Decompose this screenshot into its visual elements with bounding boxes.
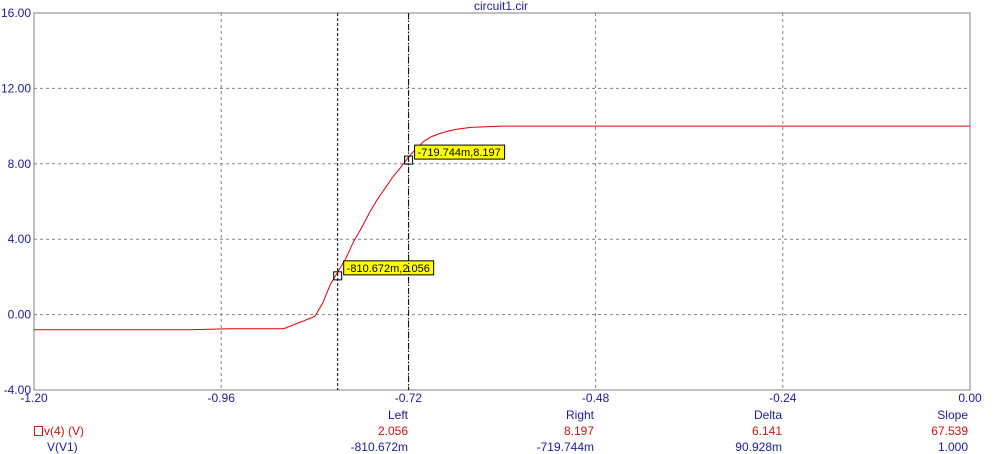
y-tick-label: 0.00 [8, 308, 32, 322]
cursor-table: Left Right Delta Slope v(4) (V) 2.056 8.… [0, 406, 1000, 454]
x-tick-label: -0.96 [208, 391, 236, 405]
trace-name-vv1[interactable]: V(V1) [47, 440, 78, 454]
chart-title: circuit1.cir [474, 0, 528, 13]
trace-name-v4[interactable]: v(4) (V) [34, 424, 84, 438]
cursor-layer[interactable]: -810.672m,2.056 -719.744m,8.197 [333, 13, 506, 390]
axis-ticks: -1.20 -0.96 -0.72 -0.48 -0.24 0.00 -4.00 0.00 4.… [1, 6, 982, 405]
cursor-marker[interactable] [404, 155, 414, 165]
x-tick-label: -0.72 [395, 391, 423, 405]
v4-slope-value: 67.539 [931, 424, 968, 438]
header-slope: Slope [937, 408, 968, 422]
series-line-v4 [34, 125, 970, 331]
vv1-right-value: -719.744m [536, 440, 594, 454]
header-right: Right [565, 408, 594, 422]
vv1-delta-value: 90.928m [735, 440, 782, 454]
vv1-left-value: -810.672m [350, 440, 408, 454]
vv1-slope-value: 1.000 [937, 440, 968, 454]
v4-right-value: 8.197 [563, 424, 594, 438]
plot-area[interactable]: circuit1.cir -1.20 -0.96 -0.72 -0.48 -0.24 0.… [0, 0, 1000, 406]
plot-frame [33, 12, 971, 391]
x-tick-label: -0.48 [582, 391, 610, 405]
cursor-label: -719.744m,8.197 [418, 147, 501, 159]
header-delta: Delta [753, 408, 782, 422]
v4-left-value: 2.056 [377, 424, 408, 438]
cursor-marker[interactable] [333, 271, 343, 281]
cursor-label: -810.672m,2.056 [347, 263, 430, 275]
y-tick-label: 4.00 [8, 232, 32, 246]
cursor-label-box [414, 144, 506, 160]
trace-marker-icon [34, 426, 43, 436]
x-tick-label: 0.00 [958, 391, 982, 405]
grid [34, 13, 970, 390]
v4-delta-value: 6.141 [751, 424, 782, 438]
y-tick-label: 16.00 [1, 6, 31, 20]
trace-name-v4-label: v(4) (V) [44, 424, 84, 438]
header-left: Left [387, 408, 408, 422]
x-tick-label: -0.24 [769, 391, 797, 405]
y-tick-label: 12.00 [1, 81, 31, 95]
series-layer [34, 125, 970, 331]
y-tick-label: -4.00 [4, 383, 32, 397]
cursor-label-box [343, 260, 435, 276]
y-tick-label: 8.00 [8, 157, 32, 171]
x-tick-label: -1.20 [20, 391, 48, 405]
